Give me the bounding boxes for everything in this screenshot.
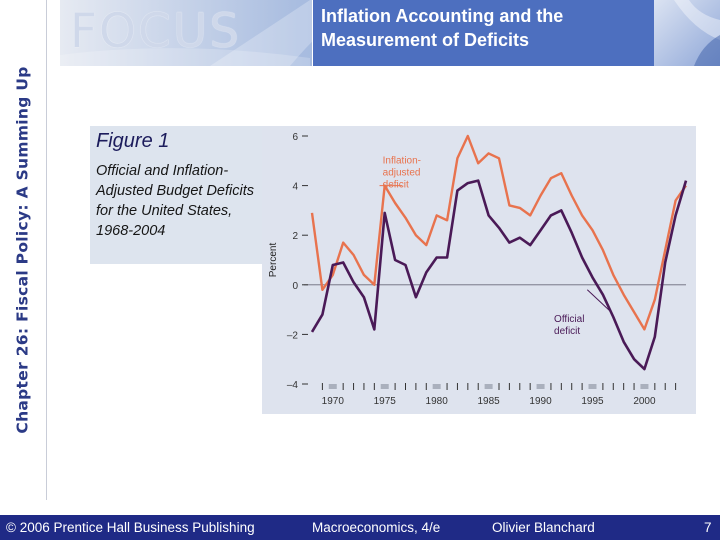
focus-logo: FOCUS	[70, 4, 242, 59]
x-tick-label: 1970	[322, 396, 345, 407]
footer-bar: © 2006 Prentice Hall Business Publishing…	[0, 515, 720, 540]
y-tick-label: 6	[292, 132, 298, 143]
y-axis-label: Percent	[268, 243, 279, 278]
chapter-side-title-text: Chapter 26: Fiscal Policy: A Summing Up	[14, 66, 32, 434]
corner-swirl-graphic	[674, 0, 720, 66]
corner-graphic	[654, 0, 720, 66]
inflation-adjusted-deficit-line	[310, 134, 687, 331]
plot-background	[262, 126, 696, 414]
figure-caption: Official and Inflation-Adjusted Budget D…	[96, 163, 254, 239]
deficit-chart: –4 –2 0 2 4 6 Percent 1970 1975 1980 1985 1990 1995 2…	[262, 126, 696, 414]
x-tick-major	[328, 384, 337, 389]
x-tick-major	[536, 384, 545, 389]
inflation-adjusted-deficit-label: Inflation-	[383, 155, 421, 166]
x-tick-label: 1990	[529, 396, 552, 407]
side-divider	[46, 0, 47, 500]
footer-author: Olivier Blanchard	[492, 520, 595, 535]
y-tick-label: 4	[292, 182, 298, 193]
x-tick-major	[640, 384, 649, 389]
slide-title-line-1: Inflation Accounting and the	[321, 6, 564, 26]
x-tick-major	[588, 384, 597, 389]
y-tick-label: –2	[287, 330, 299, 341]
footer-copyright: © 2006 Prentice Hall Business Publishing	[6, 520, 255, 535]
footer-page-number: 7	[704, 520, 712, 535]
x-tick-major	[380, 384, 389, 389]
official-deficit-label: Official	[554, 314, 584, 325]
x-tick-label: 1995	[581, 396, 604, 407]
y-tick-label: 2	[292, 231, 298, 242]
slide-title-line-2: Measurement of Deficits	[321, 30, 530, 50]
slide-title: Inflation Accounting and the Measurement…	[312, 0, 654, 66]
footer-book: Macroeconomics, 4/e	[312, 520, 441, 535]
inflation-adjusted-deficit-label: adjusted	[383, 167, 421, 178]
x-tick-major	[432, 384, 441, 389]
official-deficit-label: deficit	[554, 326, 580, 337]
x-tick-label: 2000	[633, 396, 656, 407]
official-leader-line	[586, 289, 612, 313]
official-deficit-line	[310, 179, 688, 371]
x-tick-label: 1980	[426, 396, 449, 407]
y-tick-label: 0	[292, 281, 298, 292]
x-tick-label: 1985	[477, 396, 500, 407]
chapter-side-title: Chapter 26: Fiscal Policy: A Summing Up	[0, 0, 46, 500]
y-tick-label: –4	[287, 380, 299, 391]
figure-label: Figure 1	[96, 130, 170, 152]
inflation-adjusted-deficit-label: deficit	[383, 179, 409, 190]
x-tick-label: 1975	[374, 396, 397, 407]
x-tick-major	[484, 384, 493, 389]
figure-caption-box: Figure 1 Official and Inflation-Adjusted…	[90, 126, 268, 264]
